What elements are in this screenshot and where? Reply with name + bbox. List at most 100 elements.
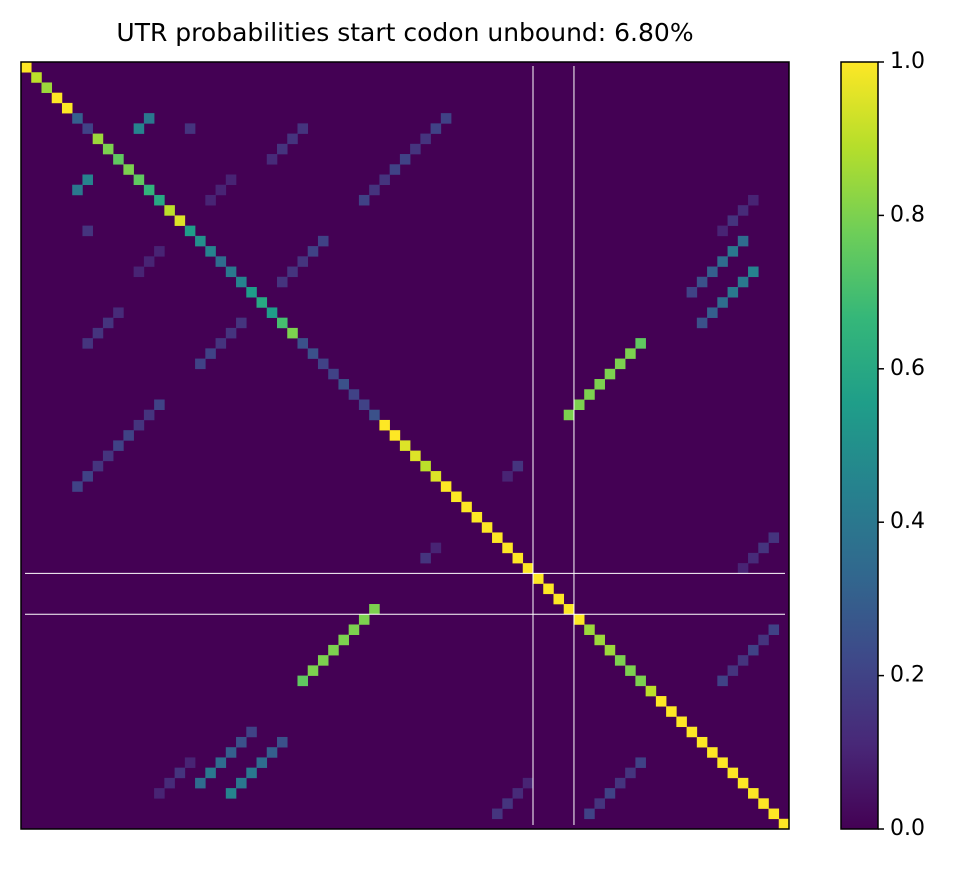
heatmap-cell xyxy=(113,307,124,318)
heatmap-cell xyxy=(533,573,544,584)
heatmap-cell xyxy=(737,655,749,666)
heatmap-cell xyxy=(236,777,247,789)
heatmap-cell xyxy=(584,624,595,635)
heatmap-cell xyxy=(225,327,237,339)
heatmap-cell xyxy=(748,788,759,799)
heatmap-cell xyxy=(502,542,513,554)
heatmap-cell xyxy=(625,665,636,676)
heatmap-cell xyxy=(717,297,728,308)
heatmap-cell xyxy=(123,164,134,175)
heatmap-cell xyxy=(21,62,32,73)
colorbar-tick-label: 0.8 xyxy=(890,202,925,227)
heatmap-cell xyxy=(215,338,227,349)
heatmap-cell xyxy=(92,460,104,472)
heatmap-cell xyxy=(82,174,93,186)
heatmap-cell xyxy=(225,174,237,186)
heatmap-cell xyxy=(430,542,442,554)
heatmap-cell xyxy=(358,194,370,206)
heatmap-cell xyxy=(225,788,237,799)
heatmap-cell xyxy=(686,286,698,298)
heatmap-cell xyxy=(277,736,288,748)
heatmap-cell xyxy=(492,808,503,820)
heatmap-cell xyxy=(102,143,114,155)
heatmap-cell xyxy=(676,716,687,728)
heatmap-cell xyxy=(92,327,104,339)
heatmap-cell xyxy=(379,419,390,431)
heatmap-cell xyxy=(369,604,380,615)
heatmap-cell xyxy=(379,174,390,186)
heatmap-cell xyxy=(778,818,790,830)
colorbar: 0.0 0.2 0.4 0.6 0.8 1.0 xyxy=(840,49,925,841)
heatmap-cell xyxy=(92,133,104,145)
heatmap-cell xyxy=(399,154,411,165)
heatmap-cell xyxy=(154,399,165,411)
heatmap-cell xyxy=(133,123,145,134)
heatmap-cell xyxy=(317,358,329,370)
colorbar-tick-label: 0.6 xyxy=(890,356,925,381)
heatmap-cell xyxy=(758,798,769,809)
heatmap-cell xyxy=(195,358,206,370)
heatmap-cell xyxy=(481,522,493,533)
heatmap-cell xyxy=(717,757,728,768)
heatmap-cell xyxy=(82,225,93,237)
heatmap-cell xyxy=(184,123,196,134)
heatmap-cell xyxy=(768,532,780,543)
heatmap-cell xyxy=(399,440,411,451)
heatmap-cell xyxy=(563,409,575,421)
heatmap-cell xyxy=(143,256,155,267)
heatmap-cell xyxy=(748,552,759,564)
heatmap-cell xyxy=(727,215,739,226)
heatmap-cell xyxy=(420,552,431,564)
heatmap-cell xyxy=(717,225,728,237)
heatmap-cell xyxy=(584,389,595,400)
heatmap-cell xyxy=(522,777,534,789)
heatmap-cell xyxy=(604,788,616,799)
heatmap-cell xyxy=(502,471,513,482)
heatmap-cell xyxy=(666,706,677,717)
heatmap-cell xyxy=(82,471,93,482)
heatmap-cell xyxy=(113,154,124,165)
heatmap-cell xyxy=(328,644,339,656)
heatmap-cell xyxy=(737,205,749,216)
heatmap-cell xyxy=(430,123,442,134)
heatmap-cell xyxy=(430,471,442,482)
heatmap-cell xyxy=(246,726,257,738)
heatmap-cell xyxy=(440,113,452,124)
heatmap-cell xyxy=(164,777,175,789)
heatmap-cell xyxy=(502,798,513,809)
heatmap-cell xyxy=(358,399,370,411)
heatmap-cell xyxy=(410,450,421,462)
heatmap-cell xyxy=(61,102,73,114)
heatmap-cell xyxy=(297,675,309,687)
heatmap-cell xyxy=(154,246,165,257)
heatmap-cell xyxy=(41,82,53,93)
heatmap-cell xyxy=(614,655,626,666)
heatmap-cell xyxy=(573,399,585,411)
heatmap-cell xyxy=(72,481,83,492)
heatmap-cell xyxy=(102,450,114,462)
heatmap-cell xyxy=(307,348,319,359)
heatmap-cell xyxy=(307,246,319,257)
heatmap-cell xyxy=(737,563,749,574)
heatmap-cell xyxy=(287,133,298,145)
heatmap-cell xyxy=(471,511,483,523)
heatmap-cell xyxy=(297,338,309,349)
heatmap-cell xyxy=(205,348,216,359)
heatmap-cell xyxy=(748,644,759,656)
heatmap-cell xyxy=(154,194,165,206)
heatmap-cell xyxy=(317,655,329,666)
heatmap-cell xyxy=(266,307,278,318)
heatmap-cell xyxy=(215,184,227,196)
heatmap-cell xyxy=(205,767,216,779)
heatmap-cell xyxy=(635,338,646,349)
heatmap-cell xyxy=(512,552,524,564)
heatmap-cell xyxy=(143,113,155,124)
heatmap-cell xyxy=(573,614,585,625)
heatmap xyxy=(20,61,790,830)
heatmap-cell xyxy=(748,266,759,278)
heatmap-cell xyxy=(696,317,708,329)
heatmap-cell xyxy=(51,92,63,104)
heatmap-cell xyxy=(277,317,288,329)
heatmap-cell xyxy=(768,624,780,635)
heatmap-cell xyxy=(82,338,93,349)
